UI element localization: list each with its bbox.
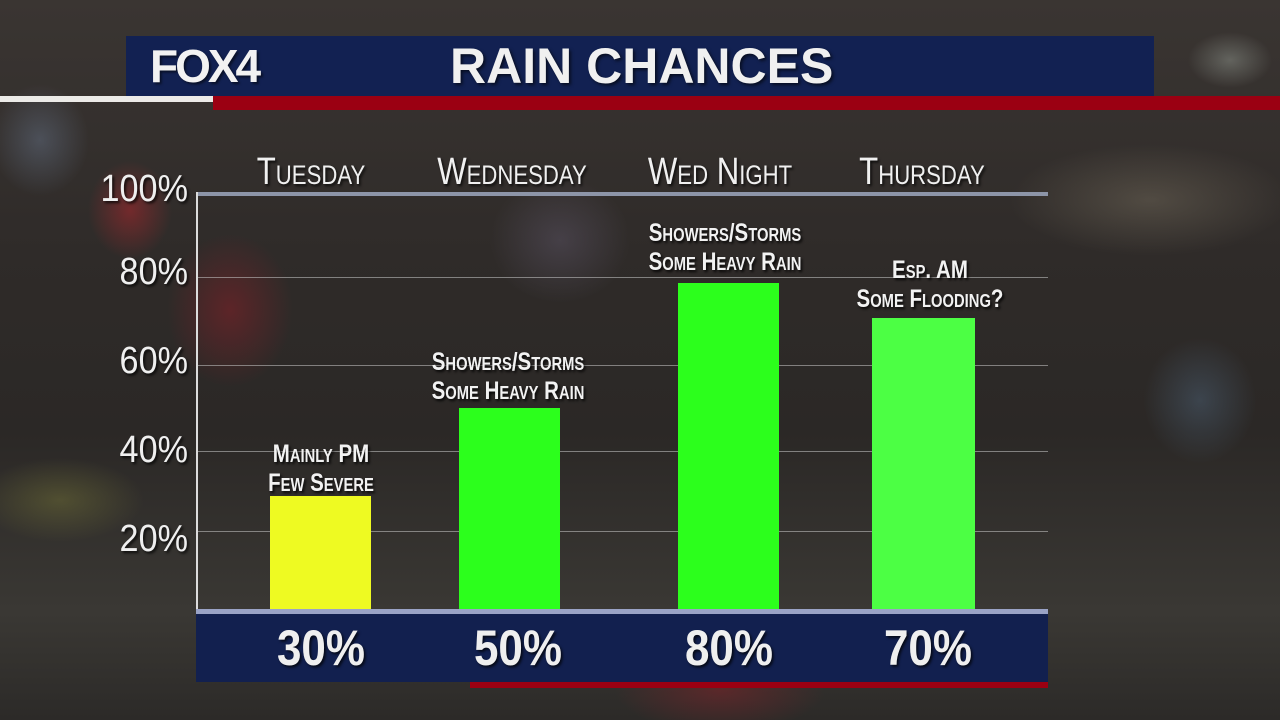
bottom-red-stripe [470,682,1048,688]
value-label-thursday: 70% [883,620,973,676]
annotation-line: Showers/Storms [648,219,802,247]
value-label-tuesday: 30% [276,620,366,676]
annotation-line: Esp. AM [892,256,968,284]
day-label-wednesday: Wednesday [437,151,587,193]
annotation-thursday: Esp. AM Some Flooding? [832,256,1029,314]
gridline-20 [198,531,1048,532]
title-banner [126,36,1154,96]
annotation-line: Some Heavy Rain [648,248,802,276]
ytick-60: 60% [119,340,188,382]
ytick-20: 20% [119,518,188,560]
header-red-stripe [213,96,1280,110]
gridline-80 [198,277,1048,278]
annotation-tuesday: Mainly PM Few Severe [223,440,420,498]
page-title: RAIN CHANCES [450,38,834,94]
gridline-60 [198,365,1048,366]
annotation-line: Few Severe [268,469,374,497]
ytick-100: 100% [100,168,188,210]
day-label-wed-night: Wed Night [647,151,793,193]
annotation-line: Showers/Storms [431,348,585,376]
bar-thursday [872,318,975,609]
plot-top-border [197,192,1048,196]
gridline-40 [198,451,1048,452]
value-label-wed-night: 80% [684,620,774,676]
bar-wed-night [678,283,779,609]
annotation-line: Some Heavy Rain [431,377,585,405]
y-axis-line [196,192,198,612]
annotation-wed-night: Showers/Storms Some Heavy Rain [627,219,824,277]
ytick-40: 40% [119,429,188,471]
bar-tuesday [270,496,371,609]
value-label-strip [196,614,1048,682]
bar-wednesday [459,408,560,609]
value-label-wednesday: 50% [473,620,563,676]
annotation-wednesday: Showers/Storms Some Heavy Rain [410,348,607,406]
fox4-logo: FOX4 [150,40,261,92]
ytick-80: 80% [119,251,188,293]
day-label-tuesday: Tuesday [256,151,366,193]
x-axis-line [196,609,1048,614]
annotation-line: Mainly PM [272,440,370,468]
day-label-thursday: Thursday [859,151,985,193]
annotation-line: Some Flooding? [856,285,1004,313]
header-white-stripe [0,96,213,102]
